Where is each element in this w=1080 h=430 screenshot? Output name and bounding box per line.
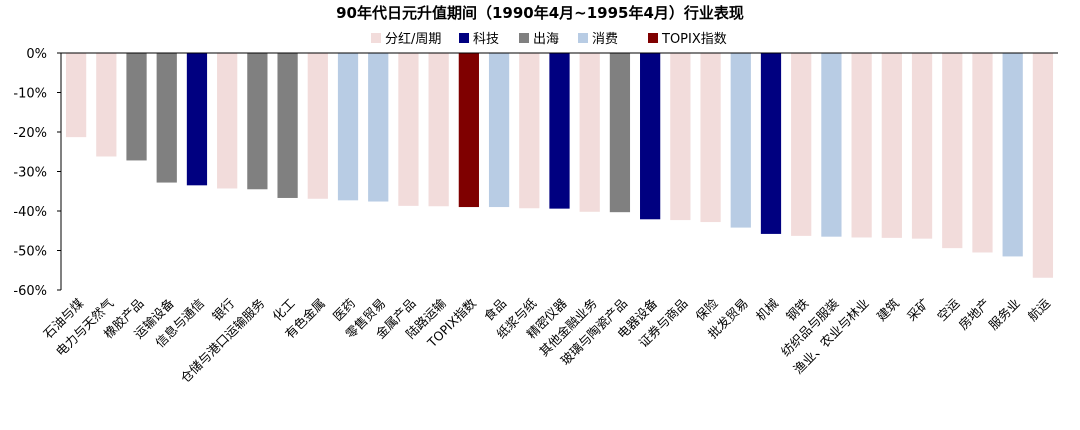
x-tick-label: 采矿 xyxy=(904,296,932,324)
bar xyxy=(972,53,993,253)
y-tick-label: -10% xyxy=(13,87,47,102)
bar xyxy=(1002,53,1023,257)
bar xyxy=(368,53,389,202)
bar xyxy=(609,53,631,213)
x-tick-label: 服务业 xyxy=(986,296,1023,333)
legend-label: 消费 xyxy=(592,32,618,47)
bar xyxy=(519,53,540,209)
x-tick-label: 房地产 xyxy=(955,296,992,333)
legend-swatch xyxy=(459,33,469,43)
bar xyxy=(398,53,419,206)
chart-title: 90年代日元升值期间（1990年4月~1995年4月）行业表现 xyxy=(336,4,744,22)
bar xyxy=(247,53,268,190)
legend-label: TOPIX指数 xyxy=(661,32,727,47)
bar xyxy=(488,53,510,208)
bar xyxy=(549,53,570,209)
legend-label: 分红/周期 xyxy=(385,31,441,47)
x-tick-label: 建筑 xyxy=(874,295,903,324)
x-tick-label: 机械 xyxy=(753,295,782,324)
bar xyxy=(942,53,963,249)
legend: 分红/周期 科技 出海 消费 TOPIX指数 xyxy=(371,31,727,47)
y-tick-label: -50% xyxy=(13,245,47,260)
bar xyxy=(760,53,782,234)
bar xyxy=(881,53,902,238)
bar xyxy=(458,53,479,208)
legend-swatch xyxy=(519,33,529,43)
bar xyxy=(579,53,600,212)
bar xyxy=(640,53,661,220)
bar xyxy=(911,53,933,239)
y-tick-label: -60% xyxy=(13,284,47,299)
bar xyxy=(821,53,842,237)
bar xyxy=(126,53,147,161)
bar xyxy=(186,53,208,186)
bars xyxy=(65,53,1054,278)
bar xyxy=(307,53,328,199)
legend-swatch xyxy=(648,33,658,43)
legend-label: 科技 xyxy=(473,32,499,47)
bar xyxy=(670,53,691,221)
bar xyxy=(337,53,359,201)
bar xyxy=(156,53,177,183)
bar xyxy=(277,53,298,198)
legend-swatch xyxy=(371,33,381,43)
y-tick-label: -40% xyxy=(13,205,47,220)
y-axis: 0% -10% -20% -30% -40% -50% -60% xyxy=(13,47,62,299)
bar xyxy=(700,53,721,223)
legend-label: 出海 xyxy=(533,32,559,47)
bar xyxy=(1032,53,1054,278)
y-tick-label: 0% xyxy=(26,47,47,62)
bar xyxy=(730,53,751,228)
bar xyxy=(217,53,238,189)
bar xyxy=(65,53,87,138)
bar xyxy=(851,53,872,238)
x-tick-label: 航运 xyxy=(1025,295,1054,324)
bar xyxy=(791,53,812,236)
bar xyxy=(428,53,449,207)
y-tick-label: -20% xyxy=(13,126,47,141)
legend-swatch xyxy=(578,33,588,43)
bar xyxy=(96,53,117,157)
y-tick-label: -30% xyxy=(13,166,47,181)
